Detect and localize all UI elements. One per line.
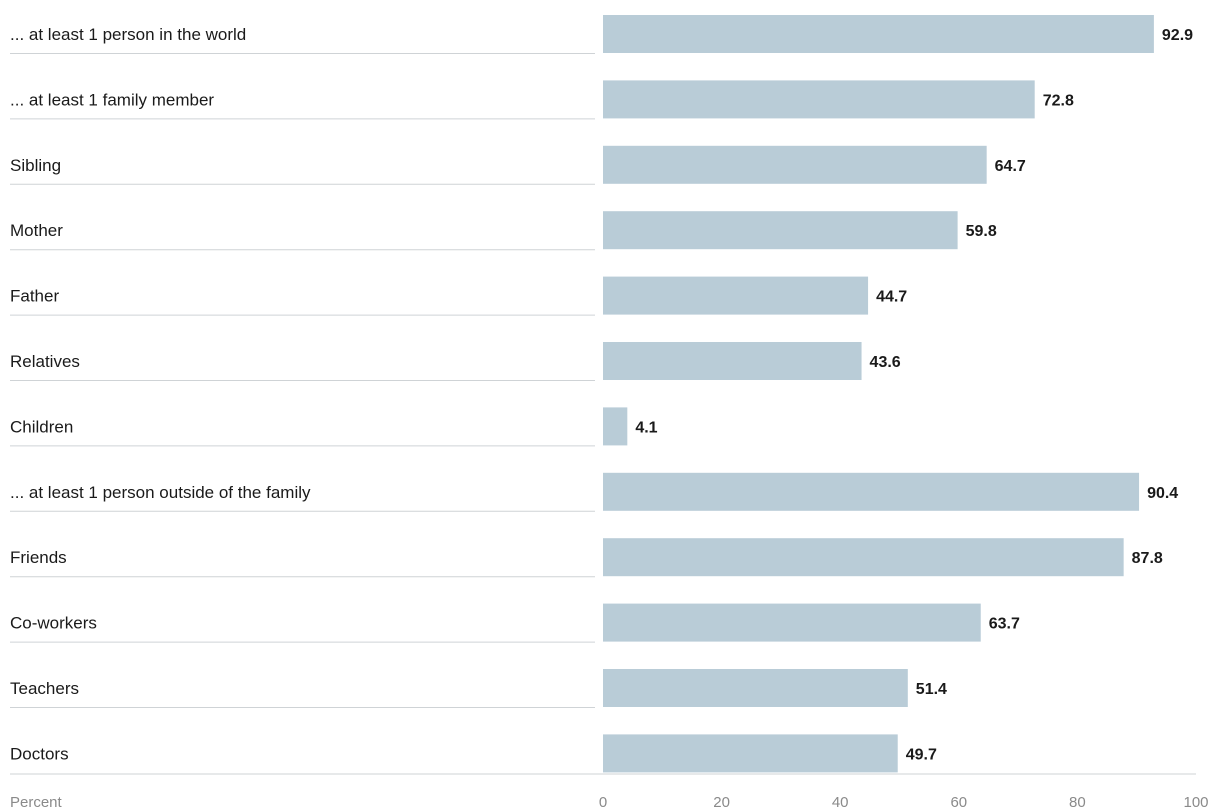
bar	[603, 669, 908, 707]
category-label: ... at least 1 person outside of the fam…	[10, 483, 311, 502]
category-label: Sibling	[10, 156, 61, 175]
x-tick-label: 20	[713, 794, 730, 811]
data-label: 64.7	[995, 158, 1026, 175]
category-label: Mother	[10, 221, 63, 240]
category-label: Children	[10, 417, 73, 436]
chart-row: Friends 87.8	[10, 538, 1163, 578]
chart-rows: ... at least 1 person in the world 92.9..…	[10, 15, 1193, 773]
data-label: 49.7	[906, 746, 937, 763]
chart-row: Children 4.1	[10, 407, 658, 447]
data-label: 92.9	[1162, 27, 1193, 44]
chart-row: Co-workers 63.7	[10, 603, 1020, 643]
bar	[603, 538, 1124, 577]
bar	[603, 80, 1035, 119]
x-axis-title: Percent	[10, 794, 63, 811]
bar	[603, 603, 981, 642]
x-axis-ticks: 0 20 40 60 80 100	[599, 794, 1208, 811]
data-label: 90.4	[1147, 485, 1178, 502]
x-tick-label: 40	[832, 794, 849, 811]
data-label: 4.1	[635, 419, 657, 436]
category-label: Father	[10, 287, 59, 306]
chart-row: ... at least 1 person outside of the fam…	[10, 472, 1178, 512]
bar	[603, 145, 987, 184]
data-label: 44.7	[876, 289, 907, 306]
chart-row: Teachers 51.4	[10, 669, 947, 708]
category-label: ... at least 1 family member	[10, 90, 214, 109]
data-label: 51.4	[916, 681, 947, 698]
category-label: ... at least 1 person in the world	[10, 25, 246, 44]
category-label: Relatives	[10, 352, 80, 371]
bar	[603, 734, 898, 773]
chart-row: Father 44.7	[10, 276, 907, 316]
x-tick-label: 100	[1183, 794, 1208, 811]
data-label: 63.7	[989, 616, 1020, 633]
bar	[603, 276, 869, 315]
data-label: 87.8	[1132, 550, 1163, 567]
bar	[603, 15, 1154, 53]
chart-row: Relatives 43.6	[10, 342, 901, 381]
x-tick-label: 60	[950, 794, 967, 811]
x-axis: Percent 0 20 40 60 80 100	[10, 773, 1208, 811]
data-label: 43.6	[870, 354, 901, 371]
bar	[603, 211, 958, 250]
chart-row: ... at least 1 family member 72.8	[10, 80, 1074, 120]
data-label: 72.8	[1043, 92, 1074, 109]
bar	[603, 342, 862, 380]
x-tick-label: 80	[1069, 794, 1086, 811]
bar	[603, 472, 1140, 511]
data-label: 59.8	[966, 223, 997, 240]
bar	[603, 407, 628, 446]
chart-row: Mother 59.8	[10, 211, 997, 251]
category-label: Co-workers	[10, 614, 97, 633]
category-label: Friends	[10, 548, 67, 567]
category-label: Teachers	[10, 679, 79, 698]
x-tick-label: 0	[599, 794, 607, 811]
chart-row: Sibling 64.7	[10, 145, 1026, 185]
category-label: Doctors	[10, 744, 69, 763]
chart-row: Doctors 49.7	[10, 734, 937, 773]
chart-row: ... at least 1 person in the world 92.9	[10, 15, 1193, 54]
